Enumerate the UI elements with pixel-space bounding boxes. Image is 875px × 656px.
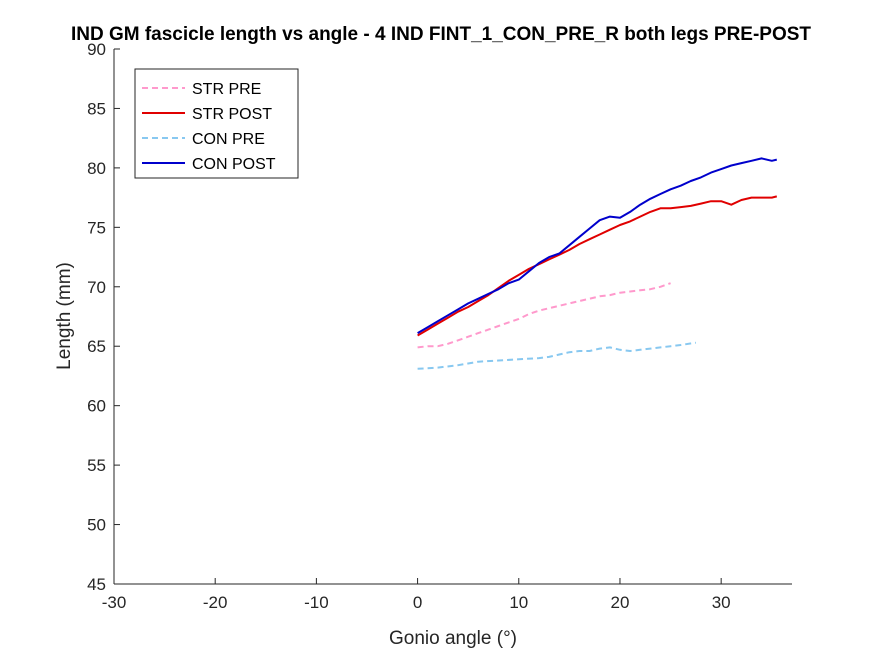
- y-tick-label: 65: [87, 337, 106, 356]
- legend: STR PRE STR POST CON PRE CON POST: [134, 68, 299, 179]
- axes: -30 -20 -10 0 10 20 30 45 50 55 60 65 70 75 80 85 90: [87, 40, 792, 612]
- chart-title: IND GM fascicle length vs angle - 4 IND …: [71, 24, 811, 45]
- legend-label: STR PRE: [192, 81, 261, 98]
- x-tick-label: 30: [712, 593, 731, 612]
- legend-label: CON POST: [192, 156, 276, 173]
- x-axis-label: Gonio angle (°): [389, 628, 517, 649]
- x-tick-label: 10: [509, 593, 528, 612]
- series-line-con-post: [417, 157, 778, 334]
- y-tick-label: 75: [87, 218, 106, 237]
- y-tick-label: 45: [87, 575, 106, 594]
- series-line-con-pre: [417, 341, 697, 370]
- y-tick-label: 85: [87, 99, 106, 118]
- x-tick-label: -10: [304, 593, 329, 612]
- y-tick-label: 70: [87, 278, 106, 297]
- x-tick-label: -20: [203, 593, 228, 612]
- y-tick-label: 90: [87, 40, 106, 59]
- legend-label: STR POST: [192, 106, 272, 123]
- y-tick-label: 80: [87, 159, 106, 178]
- x-tick-label: 0: [413, 593, 422, 612]
- y-axis-label: Length (mm): [54, 262, 75, 370]
- series-layer: [417, 157, 778, 370]
- series-line-str-pre: [417, 282, 671, 349]
- legend-label: CON PRE: [192, 131, 265, 148]
- y-tick-label: 55: [87, 456, 106, 475]
- series-line-str-post: [417, 195, 778, 337]
- x-tick-label: -30: [102, 593, 127, 612]
- x-tick-label: 20: [611, 593, 630, 612]
- y-tick-label: 50: [87, 516, 106, 535]
- y-tick-label: 60: [87, 397, 106, 416]
